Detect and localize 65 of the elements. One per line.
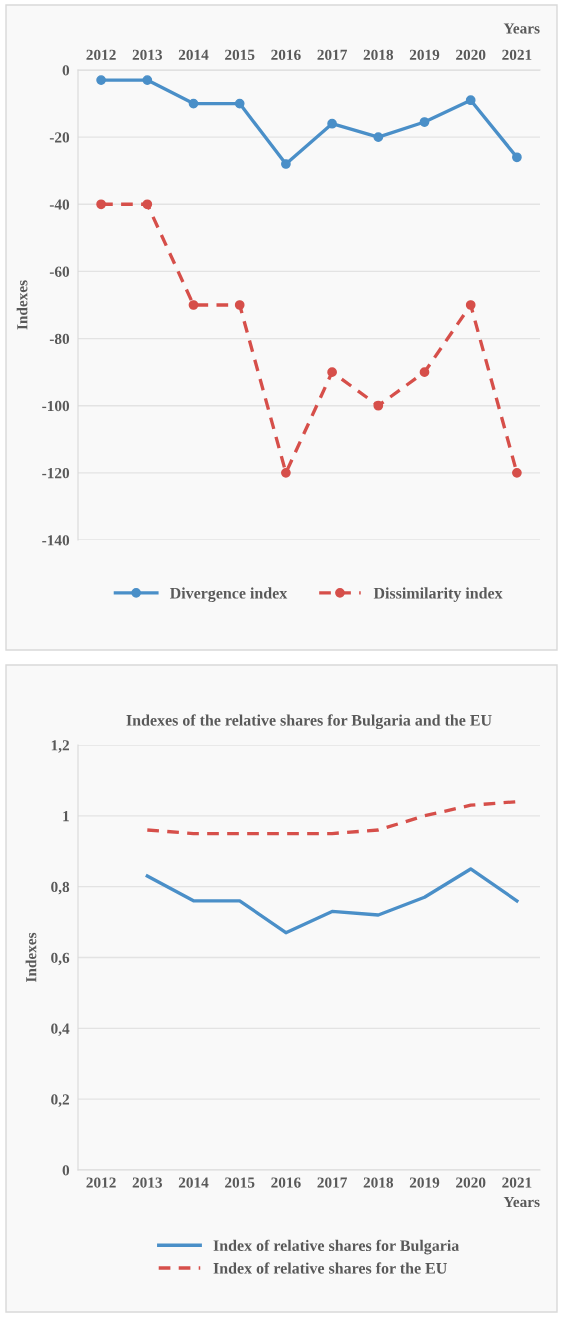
y-axis-title: Indexes	[25, 932, 37, 983]
x-tick-label: 2015	[225, 1177, 255, 1188]
point	[188, 98, 199, 109]
y-tick-label: -140	[42, 535, 70, 546]
x-tick-label: 2014	[178, 49, 209, 60]
y-tick-label: 0,6	[51, 952, 70, 966]
point	[419, 117, 430, 127]
x-tick-label: 2013	[132, 1177, 163, 1188]
point	[281, 467, 291, 478]
y-tick-label: 0,4	[51, 1023, 70, 1036]
x-tick-label: 2013	[132, 49, 163, 60]
point	[234, 98, 245, 109]
y-tick-label: -60	[49, 266, 70, 277]
y-tick-label: 0	[62, 65, 70, 76]
y-tick-label: -20	[49, 132, 70, 143]
point	[327, 367, 337, 378]
point	[142, 199, 153, 210]
x-tick-label: 2019	[409, 1177, 440, 1188]
legend-label: Divergence index	[169, 587, 288, 602]
x-tick-label: 2020	[456, 49, 486, 60]
x-tick-label: 2016	[271, 49, 301, 60]
point	[373, 400, 384, 411]
x-tick-label: 2020	[456, 1177, 486, 1188]
x-tick-label: 2019	[409, 49, 440, 60]
x-tick-label: 2012	[86, 1177, 116, 1188]
y-tick-label: 0	[62, 1165, 70, 1176]
y-axis-title: Indexes	[16, 280, 28, 330]
x-axis-title: Years	[503, 23, 540, 34]
y-tick-label: -40	[49, 199, 70, 210]
y-tick-label: 0,8	[51, 881, 70, 895]
point	[327, 118, 337, 129]
point	[96, 75, 106, 85]
point	[373, 132, 384, 143]
point	[234, 300, 245, 310]
y-tick-label: 1,2	[51, 740, 70, 753]
x-tick-label: 2015	[225, 49, 255, 60]
legend-label: Index of relative shares for the EU	[213, 1262, 447, 1274]
point	[512, 467, 522, 478]
point	[419, 367, 430, 378]
line-series	[145, 867, 519, 935]
x-tick-label: 2021	[502, 1177, 532, 1188]
point	[142, 75, 153, 85]
chart-title: Indexes of the relative shares for Bulgaria and the EU	[126, 714, 492, 730]
x-tick-label: 2016	[271, 1177, 301, 1188]
point	[188, 300, 199, 310]
y-tick-label: -100	[42, 400, 70, 412]
y-tick-label: 0,2	[51, 1094, 70, 1107]
point	[281, 159, 291, 169]
point	[465, 300, 476, 310]
x-tick-label: 2012	[86, 49, 116, 60]
y-tick-label: -120	[42, 468, 70, 479]
y-tick-label: -80	[49, 333, 70, 345]
point	[96, 199, 106, 210]
x-tick-label: 2014	[178, 1177, 209, 1188]
x-tick-label: 2017	[317, 49, 348, 60]
x-tick-label: 2021	[502, 49, 532, 60]
x-tick-label: 2018	[363, 49, 394, 60]
legend-label: Dissimilarity index	[373, 587, 503, 602]
x-tick-label: 2018	[363, 1177, 394, 1188]
x-tick-label: 2017	[317, 1177, 348, 1188]
point	[512, 152, 522, 163]
point	[465, 95, 476, 106]
y-tick-label: 1	[63, 811, 69, 822]
x-axis-title: Years	[503, 1196, 540, 1208]
legend-label: Index of relative shares for Bulgaria	[213, 1239, 460, 1255]
